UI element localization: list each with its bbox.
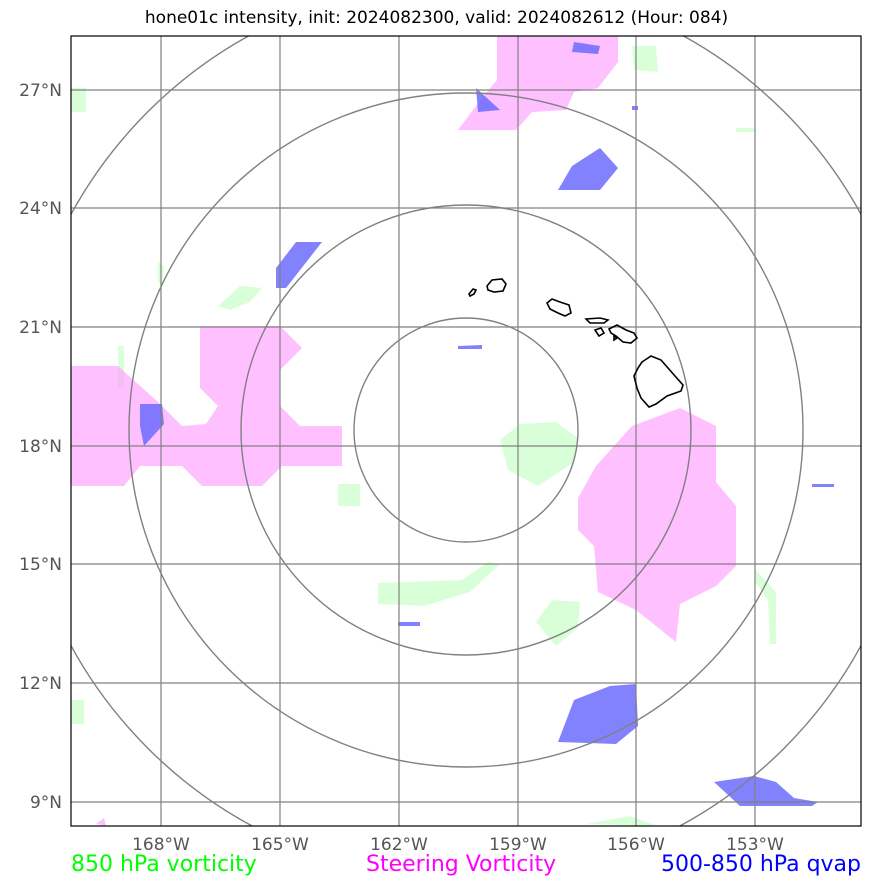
vorticity-850-area: [500, 422, 578, 486]
range-ring-3: [128, 92, 804, 768]
qvap-area: [458, 345, 482, 349]
lat-label-12n: 12°N: [19, 674, 62, 694]
qvap-area: [632, 106, 638, 110]
niihau-coastline: [468, 288, 478, 298]
vorticity-850-area: [736, 128, 756, 132]
hawaii-coastline: [468, 278, 684, 408]
legend-steering-vorticity: Steering Vorticity: [366, 852, 557, 877]
range-ring-2: [240, 204, 692, 656]
lanai-coastline: [593, 327, 606, 338]
lon-label-168w: 168°W: [132, 835, 190, 855]
vorticity-850-area: [71, 88, 86, 112]
lon-label-162w: 162°W: [370, 835, 428, 855]
steering-vorticity-area: [71, 326, 342, 486]
oahu-coastline: [545, 298, 572, 317]
qvap-area: [714, 776, 818, 806]
vorticity-850-area: [71, 700, 84, 724]
qvap-area: [558, 684, 638, 744]
maui-coastline: [607, 324, 639, 344]
big-island-coastline: [633, 355, 684, 408]
plot-title: hone01c intensity, init: 2024082300, val…: [144, 8, 729, 28]
lon-label-159w: 159°W: [489, 835, 547, 855]
qvap-area: [276, 242, 322, 288]
molokai-coastline: [584, 317, 610, 324]
lon-label-156w: 156°W: [607, 835, 665, 855]
vorticity-850-area: [338, 484, 360, 506]
lat-label-21n: 21°N: [19, 318, 62, 338]
steering-vorticity-area: [96, 818, 106, 826]
lat-label-24n: 24°N: [19, 199, 62, 219]
graticule: [71, 36, 861, 826]
qvap-area: [140, 404, 164, 446]
vorticity-850-area: [632, 46, 658, 72]
lon-label-153w: 153°W: [726, 835, 784, 855]
qvap-area: [398, 622, 420, 626]
lat-label-15n: 15°N: [19, 555, 62, 575]
lat-label-18n: 18°N: [19, 437, 62, 457]
lat-label-27n: 27°N: [19, 81, 62, 101]
steering-vorticity-area: [458, 36, 618, 130]
kauai-coastline: [486, 278, 507, 293]
vorticity-850-area: [218, 286, 262, 310]
kahoolawe-coastline: [613, 334, 619, 342]
legend-850-hpa-vorticity: 850 hPa vorticity: [71, 852, 257, 877]
vorticity-850-area: [754, 570, 776, 644]
map-frame: [70, 35, 862, 827]
lon-label-165w: 165°W: [251, 835, 309, 855]
latitude-labels: 27°N 24°N 21°N 18°N 15°N 12°N 9°N: [19, 81, 62, 813]
legend-qvap: 500-850 hPa qvap: [660, 852, 861, 877]
vorticity-850-area: [378, 562, 500, 606]
longitude-labels: 168°W 165°W 162°W 159°W 156°W 153°W: [132, 835, 784, 855]
vorticity-850-fields: [71, 46, 776, 826]
qvap-area: [572, 42, 600, 54]
range-rings: [71, 36, 861, 826]
lat-label-9n: 9°N: [30, 793, 62, 813]
qvap-area: [812, 484, 834, 487]
qvap-area: [558, 148, 618, 190]
vorticity-850-area: [536, 600, 580, 646]
qvap-fields: [140, 42, 834, 806]
steering-vorticity-area: [578, 408, 736, 642]
range-ring-1: [353, 317, 579, 543]
map-layers: [71, 36, 861, 826]
vorticity-850-area: [586, 816, 658, 826]
